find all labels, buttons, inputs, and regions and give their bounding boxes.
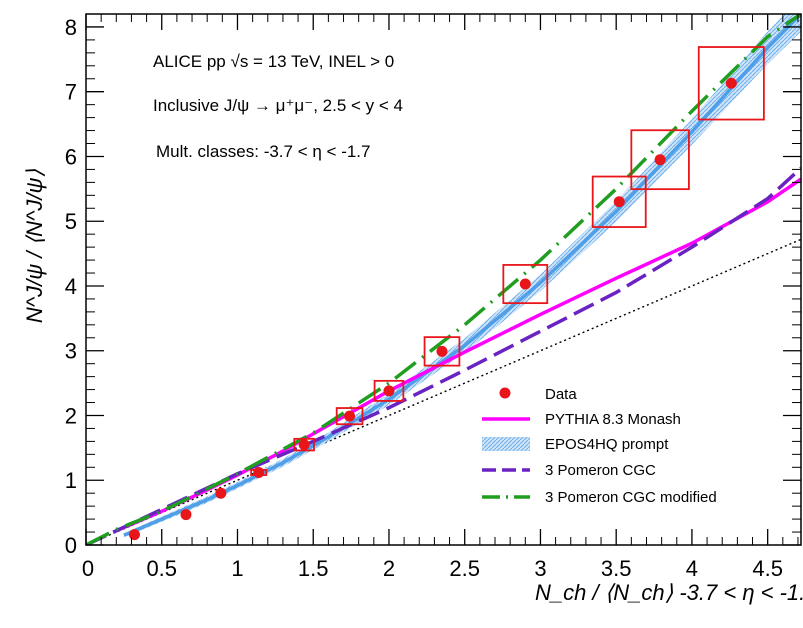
- y-tick-label: 6: [65, 144, 77, 169]
- x-axis-ticks: 0 0.5 1 1.5 2 2.5 3 3.5 4 4.5: [82, 14, 799, 581]
- data-point-sys-box: [502, 264, 549, 305]
- x-tick-label: 1: [231, 556, 243, 581]
- data-point: [215, 487, 227, 499]
- legend: Data PYTHIA 8.3 Monash EPOS4HQ prompt 3 …: [482, 386, 717, 506]
- annotation-mult-classes: Mult. classes: -3.7 < η < -1.7: [156, 142, 370, 161]
- data-point-sys-box: [591, 175, 647, 228]
- x-tick-label: 2.5: [449, 556, 480, 581]
- legend-label-data: Data: [545, 386, 577, 403]
- series-line-epos4hq-prompt: [123, 14, 801, 537]
- y-tick-label: 2: [65, 403, 77, 428]
- y-tick-label: 5: [65, 209, 77, 234]
- series-line-3-pomeron-cgc-modified: [86, 14, 801, 545]
- data-point: [654, 154, 666, 166]
- x-tick-label: 3.5: [601, 556, 632, 581]
- y-tick-label: 8: [65, 15, 77, 40]
- legend-label-cgc-modified: 3 Pomeron CGC modified: [545, 489, 717, 506]
- y-tick-label: 4: [65, 274, 77, 299]
- x-axis-title: N_ch / ⟨N_ch⟩ -3.7 < η < -1.7: [535, 580, 803, 605]
- x-tick-label: 0: [82, 556, 94, 581]
- data-point: [383, 385, 395, 397]
- legend-item-pythia: PYTHIA 8.3 Monash: [482, 411, 681, 428]
- data-point: [253, 466, 265, 478]
- x-tick-label: 2: [383, 556, 395, 581]
- data-point-sys-box: [335, 407, 364, 426]
- x-tick-label: 4.5: [752, 556, 783, 581]
- data-point: [436, 345, 448, 357]
- data-point-sys-box: [293, 437, 315, 452]
- model-curves: [86, 14, 801, 545]
- data-point: [128, 529, 140, 541]
- data-point: [725, 77, 737, 89]
- data-point-sys-box: [697, 46, 765, 121]
- data-point-sys-box: [423, 336, 461, 367]
- y-tick-label: 7: [65, 80, 77, 105]
- legend-label-pythia: PYTHIA 8.3 Monash: [545, 411, 681, 428]
- legend-label-epos: EPOS4HQ prompt: [545, 436, 669, 453]
- data-point: [344, 410, 356, 422]
- data-point: [298, 439, 310, 451]
- legend-item-epos: EPOS4HQ prompt: [482, 436, 669, 453]
- data-point-sys-box: [373, 379, 405, 402]
- plot-frame: [85, 13, 802, 546]
- data-point-sys-box: [630, 129, 690, 191]
- legend-item-cgc: 3 Pomeron CGC: [482, 462, 656, 479]
- x-tick-label: 1.5: [298, 556, 329, 581]
- data-points: [128, 46, 765, 541]
- data-point: [519, 278, 531, 290]
- annotation-channel: Inclusive J/ψ → μ⁺μ⁻, 2.5 < y < 4: [153, 96, 403, 115]
- legend-label-cgc: 3 Pomeron CGC: [545, 462, 656, 479]
- annotation-collision: ALICE pp √s = 13 TeV, INEL > 0: [153, 52, 394, 71]
- y-axis-title: N^J/ψ / ⟨N^J/ψ⟩: [22, 169, 47, 324]
- data-point: [613, 196, 625, 208]
- y-axis-ticks: 0 1 2 3 4 5 6 7 8: [65, 15, 801, 558]
- legend-item-data: Data: [499, 386, 577, 403]
- legend-item-cgc-modified: 3 Pomeron CGC modified: [482, 489, 717, 506]
- x-tick-label: 4: [686, 556, 698, 581]
- y-tick-label: 0: [65, 533, 77, 558]
- x-tick-label: 0.5: [146, 556, 177, 581]
- x-tick-label: 3: [534, 556, 546, 581]
- legend-marker-data: [499, 387, 511, 399]
- y-tick-label: 1: [65, 468, 77, 493]
- legend-band-epos: [482, 437, 530, 451]
- data-point: [180, 509, 192, 521]
- y-tick-label: 3: [65, 339, 77, 364]
